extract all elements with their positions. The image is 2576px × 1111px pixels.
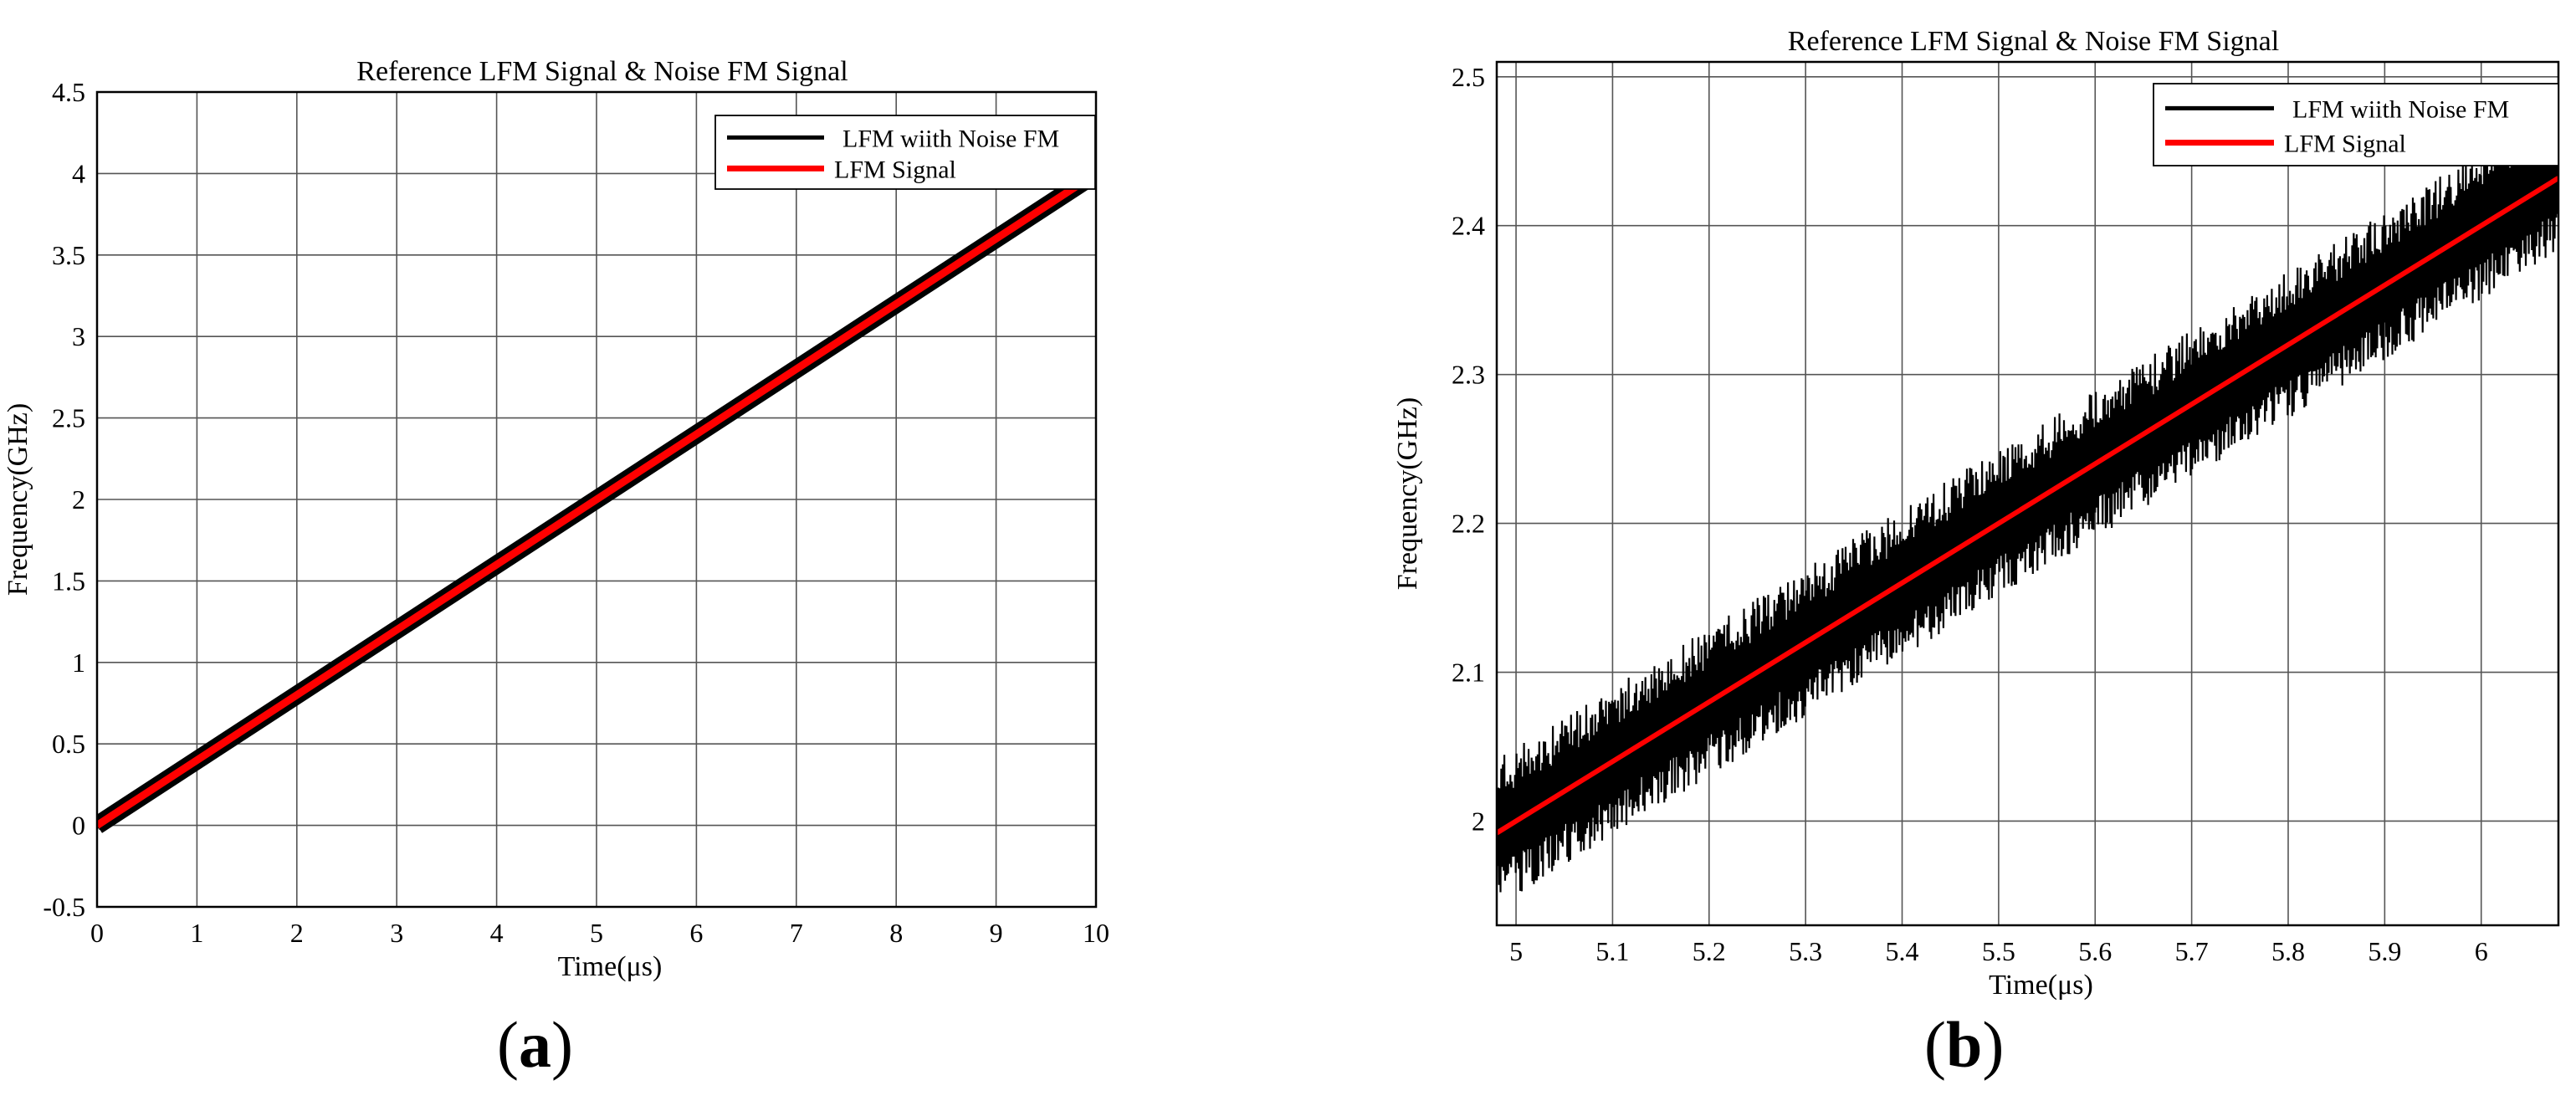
panel-label-b-letter: b bbox=[1945, 1008, 1983, 1081]
x-tick-label: 7 bbox=[790, 918, 803, 948]
y-tick-label: 2.4 bbox=[1452, 211, 1485, 241]
panel-label-a-letter: a bbox=[518, 1008, 551, 1081]
y-tick-label: 2.5 bbox=[52, 403, 85, 433]
panel-label-a: (a) bbox=[497, 1008, 573, 1081]
y-tick-label: 4 bbox=[72, 158, 85, 188]
x-tick-label: 5.5 bbox=[1982, 936, 2015, 966]
legend-box bbox=[2153, 83, 2559, 166]
x-tick-label: 6 bbox=[689, 918, 703, 948]
x-tick-label: 5.2 bbox=[1693, 936, 1726, 966]
series-line-lfm bbox=[1497, 176, 2558, 836]
series-line-lfm bbox=[97, 170, 1096, 829]
y-tick-label: -0.5 bbox=[43, 892, 85, 922]
y-tick-label: 0 bbox=[72, 811, 85, 841]
chart-title: Reference LFM Signal & Noise FM Signal bbox=[1788, 26, 2279, 57]
y-tick-label: 3.5 bbox=[52, 240, 85, 270]
x-tick-label: 3 bbox=[390, 918, 403, 948]
x-tick-label: 1 bbox=[190, 918, 203, 948]
x-tick-label: 2 bbox=[290, 918, 304, 948]
axes-frame bbox=[95, 90, 1098, 909]
x-tick-label: 5.4 bbox=[1886, 936, 1919, 966]
x-axis-label: Time(μs) bbox=[1989, 970, 2093, 1001]
x-tick-label: 4 bbox=[490, 918, 504, 948]
y-tick-label: 1 bbox=[72, 648, 85, 678]
y-axis-label: Frequency(GHz) bbox=[3, 403, 33, 596]
x-tick-label: 10 bbox=[1083, 918, 1109, 948]
x-tick-label: 8 bbox=[889, 918, 903, 948]
y-tick-label: 4.5 bbox=[52, 77, 85, 107]
legend: LFM wiith Noise FM LFM Signal bbox=[714, 115, 1096, 190]
y-tick-label: 2 bbox=[72, 484, 85, 515]
y-tick-label: 2.1 bbox=[1452, 658, 1485, 688]
y-tick-label: 3 bbox=[72, 321, 85, 351]
legend-label: LFM wiith Noise FM bbox=[2292, 95, 2509, 123]
panel-label-b: (b) bbox=[1924, 1008, 2005, 1081]
x-tick-label: 5 bbox=[1509, 936, 1523, 966]
x-tick-label: 5.1 bbox=[1595, 936, 1629, 966]
y-tick-label: 1.5 bbox=[52, 566, 85, 596]
x-axis-label: Time(μs) bbox=[558, 951, 663, 982]
chart-title: Reference LFM Signal & Noise FM Signal bbox=[356, 56, 848, 87]
y-tick-label: 2 bbox=[1472, 806, 1485, 836]
y-tick-label: 2.5 bbox=[1452, 62, 1485, 92]
x-tick-label: 5.6 bbox=[2078, 936, 2112, 966]
chart-panel-a: 0 1 2 3 4 5 6 7 8 9 10-0.500.511.522.533.544.5Refe… bbox=[3, 56, 1109, 982]
x-tick-label: 6 bbox=[2475, 936, 2488, 966]
y-tick-label: 2.3 bbox=[1452, 360, 1485, 390]
legend-label: LFM wiith Noise FM bbox=[842, 125, 1059, 152]
x-tick-label: 5.8 bbox=[2271, 936, 2305, 966]
x-tick-label: 0 bbox=[90, 918, 104, 948]
legend: LFM wiith Noise FM LFM Signal bbox=[2153, 83, 2559, 166]
axes-frame bbox=[1495, 60, 2560, 927]
y-tick-label: 0.5 bbox=[52, 729, 85, 759]
chart-panel-b: 5 5.1 5.2 5.3 5.4 5.5 5.6 5.7 5.8 5.9 6 2 2.1 2.2 2.3 2… bbox=[1392, 26, 2560, 1001]
x-tick-label: 5.3 bbox=[1789, 936, 1822, 966]
legend-label: LFM Signal bbox=[2284, 131, 2406, 158]
legend-label: LFM Signal bbox=[834, 156, 956, 183]
x-tick-label: 5.9 bbox=[2368, 936, 2401, 966]
legend-box bbox=[714, 115, 1096, 190]
x-tick-label: 5 bbox=[590, 918, 603, 948]
y-axis-label: Frequency(GHz) bbox=[1392, 397, 1423, 590]
x-tick-label: 9 bbox=[990, 918, 1003, 948]
series-line-noise-fm bbox=[1497, 107, 2558, 893]
y-tick-label: 2.2 bbox=[1452, 509, 1485, 539]
x-tick-label: 5.7 bbox=[2175, 936, 2209, 966]
